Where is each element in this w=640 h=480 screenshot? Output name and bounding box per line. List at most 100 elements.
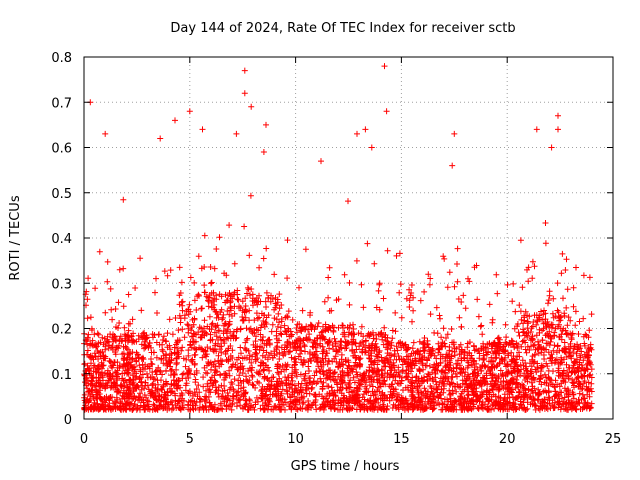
data-point [449,162,456,169]
data-point [314,335,321,342]
data-point [261,393,268,400]
data-point [233,130,240,137]
data-point [260,360,267,367]
data-point [185,347,192,354]
data-point [457,365,464,372]
data-point [193,331,200,338]
data-point [475,370,482,377]
data-point [301,373,308,379]
data-point [239,298,246,305]
data-point [218,343,225,350]
data-point [97,339,104,346]
data-points [81,63,595,413]
data-point [260,149,267,155]
y-tick-label: 0.8 [51,51,72,66]
data-point [171,390,178,397]
data-point [359,376,366,382]
data-point [257,371,263,378]
data-point [241,345,248,352]
data-point [338,390,345,397]
data-point [133,357,140,364]
data-point [88,387,95,393]
data-point [332,369,338,376]
data-point [114,344,120,351]
data-point [372,340,379,347]
data-point [523,349,530,356]
data-point [281,366,288,373]
data-point [126,377,133,384]
data-point [243,401,249,408]
data-point [301,343,308,350]
data-point [121,362,128,369]
data-point [442,343,449,350]
data-point [260,255,267,262]
data-point [185,406,192,413]
data-point [129,339,136,346]
data-point [123,379,130,386]
data-point [200,374,207,381]
data-point [509,405,516,412]
x-axis-label: GPS time / hours [291,459,400,474]
data-point [296,284,302,291]
data-point [542,332,549,339]
data-point [97,353,104,360]
data-point [231,376,238,383]
y-tick-label: 0.4 [51,232,72,247]
data-point [451,283,458,290]
data-point [242,303,249,309]
data-point [263,304,269,310]
data-point [311,372,318,379]
data-point [273,392,280,399]
data-point [284,313,290,320]
data-point [533,321,540,328]
data-point [281,322,288,329]
data-point [448,353,455,360]
data-point [302,348,308,355]
data-point [353,257,360,264]
data-point [202,289,208,296]
data-point [94,330,101,337]
data-point [106,397,113,404]
data-point [344,340,351,347]
data-point [330,376,337,383]
data-point [251,317,258,324]
data-point [395,340,402,346]
data-point [236,372,243,379]
data-point [153,339,160,346]
data-point [94,348,101,354]
data-point [498,402,505,409]
data-point [175,327,182,334]
data-point [246,397,253,404]
data-point [94,388,100,395]
y-tick-label: 0.6 [51,142,72,157]
data-point [208,404,215,411]
data-point [588,380,595,387]
data-point [420,339,427,346]
data-point [478,381,485,387]
data-point [217,400,224,407]
data-point [201,282,208,289]
data-point [370,335,377,342]
data-point [379,372,386,379]
data-point [217,346,223,353]
data-point [548,335,555,342]
data-point [529,275,536,282]
data-point [400,387,406,394]
data-point [84,296,91,303]
data-point [303,380,310,387]
data-point [294,344,301,351]
data-point [139,371,146,378]
y-tick-label: 0.7 [51,96,72,111]
data-point [337,342,343,348]
data-point [211,329,218,336]
data-point [353,346,360,353]
data-point [326,345,333,352]
data-point [320,359,327,366]
data-point [441,396,448,403]
data-point [106,403,113,410]
data-point [341,271,348,278]
data-point [244,378,251,385]
data-point [84,385,91,392]
data-point [159,346,166,353]
data-point [488,354,495,361]
